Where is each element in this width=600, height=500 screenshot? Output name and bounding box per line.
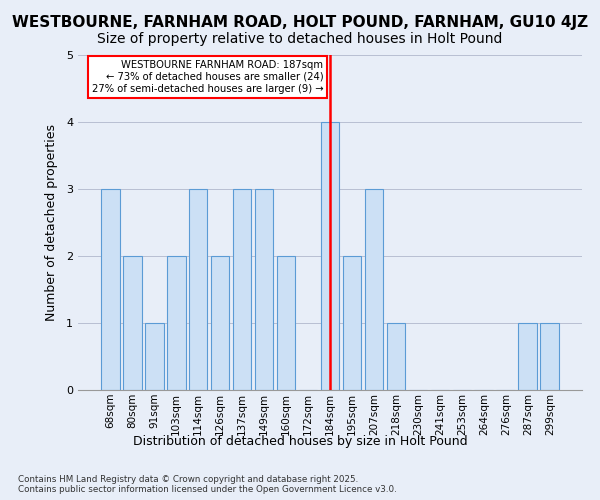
Y-axis label: Number of detached properties: Number of detached properties — [44, 124, 58, 321]
Bar — [189, 189, 208, 390]
Bar — [386, 323, 405, 390]
Text: Contains HM Land Registry data © Crown copyright and database right 2025.
Contai: Contains HM Land Registry data © Crown c… — [18, 475, 397, 494]
Text: Distribution of detached houses by size in Holt Pound: Distribution of detached houses by size … — [133, 435, 467, 448]
Text: WESTBOURNE, FARNHAM ROAD, HOLT POUND, FARNHAM, GU10 4JZ: WESTBOURNE, FARNHAM ROAD, HOLT POUND, FA… — [12, 15, 588, 30]
Bar — [255, 189, 274, 390]
Bar — [541, 323, 559, 390]
Bar — [167, 256, 185, 390]
Bar — [211, 256, 229, 390]
Bar — [101, 189, 119, 390]
Bar — [233, 189, 251, 390]
Bar — [343, 256, 361, 390]
Bar — [518, 323, 537, 390]
Bar — [277, 256, 295, 390]
Text: WESTBOURNE FARNHAM ROAD: 187sqm
← 73% of detached houses are smaller (24)
27% of: WESTBOURNE FARNHAM ROAD: 187sqm ← 73% of… — [92, 60, 323, 94]
Bar — [145, 323, 164, 390]
Bar — [123, 256, 142, 390]
Text: Size of property relative to detached houses in Holt Pound: Size of property relative to detached ho… — [97, 32, 503, 46]
Bar — [365, 189, 383, 390]
Bar — [320, 122, 340, 390]
